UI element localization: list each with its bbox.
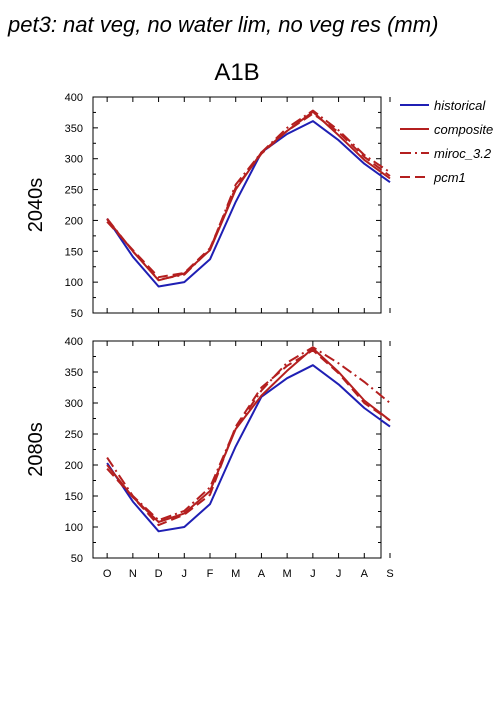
legend-label: historical	[434, 98, 486, 113]
figure-title: pet3: nat veg, no water lim, no veg res …	[7, 12, 438, 37]
y-tick-label: 50	[71, 553, 83, 565]
y-tick-label: 300	[65, 398, 83, 410]
figure-subtitle: A1B	[214, 59, 259, 86]
series-line-miroc-3-2	[106, 346, 391, 522]
y-tick-label: 150	[65, 491, 83, 503]
x-tick-label: D	[155, 568, 163, 580]
panel-2080s: 50 100 150 200 250 300 350 400 O N D J F M A M J J A S 2080s	[25, 336, 394, 580]
panel-2040s: 50 100 150 200 250 300 350 400 2040s	[25, 92, 391, 320]
y-tick-label: 350	[65, 123, 83, 135]
y-tick-label: 200	[65, 460, 83, 472]
x-tick-label: A	[361, 568, 369, 580]
x-tick-label: J	[182, 568, 188, 580]
legend-label: pcm1	[433, 170, 466, 185]
y-tick-label: 100	[65, 277, 83, 289]
y-tick-label: 100	[65, 522, 83, 534]
y-tick-label: 250	[65, 429, 83, 441]
x-tick-label: F	[207, 568, 214, 580]
y-tick-label: 50	[71, 308, 83, 320]
legend: historical composite miroc_3.2 pcm1	[400, 98, 493, 185]
y-tick-label: 400	[65, 92, 83, 104]
y-tick-label: 350	[65, 367, 83, 379]
x-tick-label: M	[231, 568, 240, 580]
y-tick-label: 250	[65, 185, 83, 197]
x-tick-label: J	[336, 568, 342, 580]
panel-ylabel: 2080s	[25, 422, 47, 477]
legend-label: miroc_3.2	[434, 146, 492, 161]
series-line-miroc-3-2	[106, 109, 391, 281]
x-tick-label: N	[129, 568, 137, 580]
series-line-historical	[106, 364, 391, 533]
series-line-historical	[106, 120, 391, 288]
x-tick-label: J	[310, 568, 316, 580]
panel-ylabel: 2040s	[25, 178, 47, 233]
series-line-pcm1	[106, 349, 391, 527]
y-tick-label: 300	[65, 154, 83, 166]
x-tick-label: S	[386, 568, 393, 580]
legend-label: composite	[434, 122, 493, 137]
y-tick-label: 200	[65, 215, 83, 227]
x-tick-label: A	[258, 568, 266, 580]
series-line-composite	[106, 347, 391, 523]
series-line-pcm1	[106, 112, 391, 279]
plot-frame	[92, 96, 382, 314]
y-tick-label: 150	[65, 246, 83, 258]
x-tick-label: O	[103, 568, 112, 580]
x-tick-label: M	[283, 568, 292, 580]
series-line-composite	[106, 110, 391, 282]
y-tick-label: 400	[65, 336, 83, 348]
